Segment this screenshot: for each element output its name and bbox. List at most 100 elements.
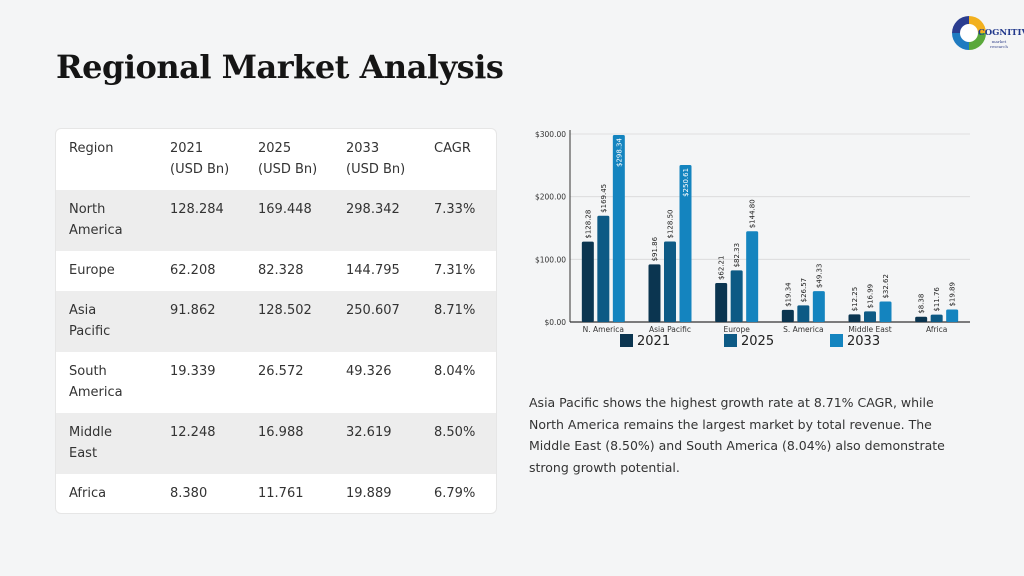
cell-line: Africa [69, 486, 107, 501]
value-2025-cell: 26.572 [258, 364, 304, 379]
legend-swatch-2021 [620, 334, 633, 347]
value-2033-cell: 298.342 [346, 202, 400, 217]
cagr-cell: 7.33% [434, 202, 476, 217]
region-cell: Asia Pacific [56, 300, 157, 352]
table-row: Asia Pacific 91.862 128.502 250.607 8.71% [56, 291, 496, 352]
region-cell: Europe [56, 260, 157, 291]
cell-line: North [69, 202, 106, 217]
company-logo: COGNITIVE market research [952, 16, 1024, 56]
logo-mark-icon [952, 16, 986, 50]
cell-line: CAGR [434, 141, 471, 156]
column-header: CAGR [421, 138, 496, 190]
summary-text: Asia Pacific shows the highest growth ra… [529, 395, 945, 475]
region-cell: Africa [56, 483, 157, 513]
bar-data-label: $91.86 [651, 236, 659, 261]
bar-data-label: $128.28 [584, 210, 592, 239]
chart-bars: $128.28 $169.45 $298.34 $91.86 $128.50 $250.6… [581, 135, 959, 322]
cell-line: (USD Bn) [258, 162, 318, 177]
region-cell: North America [56, 199, 157, 251]
bar-data-label: $19.89 [949, 282, 957, 307]
bar-data-label: $11.76 [933, 287, 941, 312]
cell-line: 2033 [346, 141, 380, 156]
value-2033-cell: 144.795 [346, 263, 400, 278]
bar-data-label: $12.25 [851, 287, 859, 312]
table-header-row: Region 2021 (USD Bn) 2025 (USD Bn) 2033 (USD B… [56, 129, 496, 190]
bar-data-label: $49.33 [815, 264, 823, 289]
page-title: Regional Market Analysis [56, 48, 504, 86]
cell-line: Pacific [69, 324, 111, 339]
logo-subtext: market research [990, 39, 1008, 49]
column-header: Region [56, 138, 157, 190]
value-2021-cell: 12.248 [170, 425, 216, 440]
bar-2021 [715, 283, 728, 322]
table-row: South America 19.339 26.572 49.326 8.04% [56, 352, 496, 413]
chart-grid [569, 130, 970, 323]
bar-2033 [946, 309, 959, 322]
value-2025-cell: 128.502 [258, 303, 312, 318]
bar-data-label: $26.57 [800, 278, 808, 303]
bar-data-label: $16.99 [867, 284, 875, 309]
cell-line: (USD Bn) [346, 162, 406, 177]
bar-2021 [848, 314, 861, 322]
value-2025-cell: 82.328 [258, 263, 304, 278]
bar-2025 [597, 215, 610, 322]
y-tick-label: $0.00 [545, 318, 567, 327]
table-row: Europe 62.208 82.328 144.795 7.31% [56, 251, 496, 291]
cell-line: East [69, 446, 98, 461]
cell-line: Asia [69, 303, 97, 318]
value-2021-cell: 128.284 [170, 202, 224, 217]
cell-line: America [69, 223, 123, 238]
cell-line: Middle [69, 425, 112, 440]
legend-label: 2033 [847, 334, 880, 349]
value-2025-cell: 11.761 [258, 486, 304, 501]
cell-line: (USD Bn) [170, 162, 230, 177]
bar-2021 [648, 264, 661, 322]
region-cell: Middle East [56, 422, 157, 474]
bar-2033 [879, 301, 892, 322]
bar-2033 [612, 135, 625, 322]
bar-data-label: $128.50 [667, 210, 675, 239]
value-2025-cell: 16.988 [258, 425, 304, 440]
value-2025-cell: 169.448 [258, 202, 312, 217]
column-header: 2025 (USD Bn) [245, 138, 333, 190]
legend-label: 2021 [637, 334, 670, 349]
legend-label: 2025 [741, 334, 774, 349]
bar-data-label: $32.62 [882, 274, 890, 299]
bar-data-label: $8.38 [918, 294, 926, 314]
chart-legend: 2021 2025 2033 [620, 334, 880, 349]
bar-2025 [664, 241, 676, 322]
table-body: Region 2021 (USD Bn) 2025 (USD Bn) 2033 (USD B… [56, 129, 496, 513]
bar-data-label: $250.61 [682, 168, 690, 197]
cagr-cell: 8.04% [434, 364, 476, 379]
value-2033-cell: 19.889 [346, 486, 392, 501]
cell-line: South [69, 364, 107, 379]
logo-text: COGNITIVE [978, 28, 1024, 38]
cell-line: America [69, 385, 123, 400]
table-row: North America 128.284 169.448 298.342 7.33% [56, 190, 496, 251]
bar-data-label: $19.34 [784, 282, 792, 307]
bar-2033 [746, 231, 759, 322]
x-tick-label: S. America [783, 325, 823, 334]
bar-2033 [812, 291, 825, 322]
y-tick-label: $300.00 [535, 130, 566, 139]
x-tick-label: Middle East [848, 325, 891, 334]
bar-data-label: $298.34 [615, 138, 623, 167]
bar-data-label: $169.45 [600, 184, 608, 213]
cell-line: Europe [69, 263, 115, 278]
cell-line: 2021 [170, 141, 204, 156]
bar-2025 [730, 270, 743, 322]
bar-data-label: $82.33 [733, 243, 741, 268]
region-cell: South America [56, 361, 157, 413]
value-2021-cell: 91.862 [170, 303, 216, 318]
chart-x-axis: N. America Asia Pacific Europe S. America Mi… [583, 325, 948, 334]
value-2021-cell: 8.380 [170, 486, 208, 501]
cagr-cell: 7.31% [434, 263, 476, 278]
value-2021-cell: 62.208 [170, 263, 216, 278]
bar-2025 [864, 311, 876, 322]
bar-data-label: $144.80 [749, 199, 757, 228]
bar-2025 [797, 305, 810, 322]
column-header: 2033 (USD Bn) [333, 138, 421, 190]
cell-line: 2025 [258, 141, 292, 156]
x-tick-label: N. America [583, 325, 624, 334]
x-tick-label: Europe [723, 325, 750, 334]
